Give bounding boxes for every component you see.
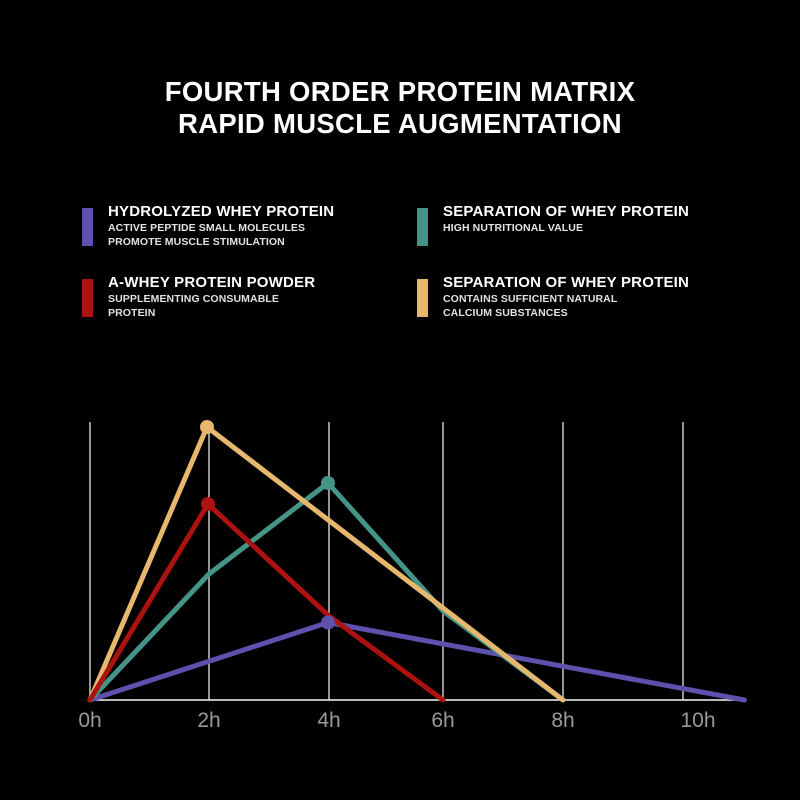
svg-text:8h: 8h [551, 709, 574, 732]
svg-text:2h: 2h [197, 709, 220, 732]
svg-text:4h: 4h [317, 709, 340, 732]
svg-text:6h: 6h [431, 709, 454, 732]
svg-text:0h: 0h [78, 709, 101, 732]
svg-text:10h: 10h [680, 709, 715, 732]
